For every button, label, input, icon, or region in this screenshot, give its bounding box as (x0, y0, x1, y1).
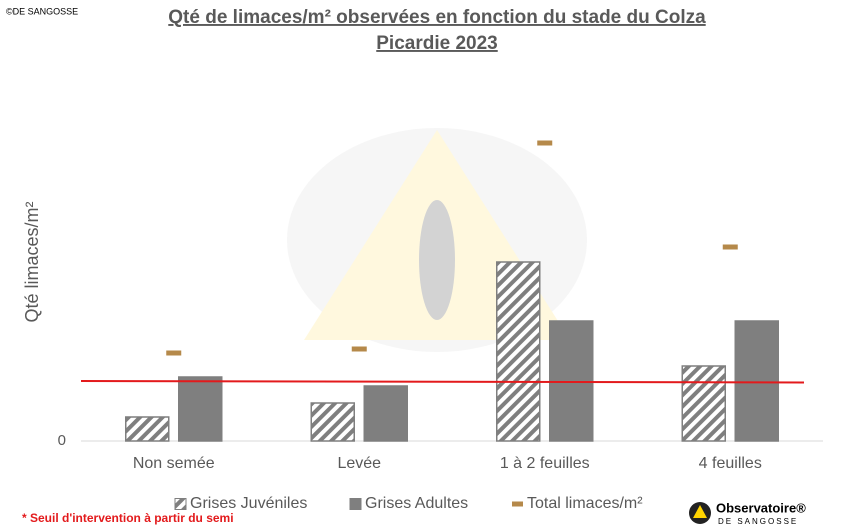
logo-name: Observatoire® (716, 500, 806, 515)
legend-label: Total limaces/m² (527, 495, 643, 512)
legend-label: Grises Juvéniles (190, 495, 307, 512)
legend-swatch (512, 501, 523, 507)
total-marker (722, 244, 738, 250)
legend-swatch (174, 498, 187, 510)
watermark (287, 128, 587, 352)
legend-label: Grises Adultes (365, 495, 468, 512)
bar (125, 416, 170, 442)
bar (363, 385, 408, 442)
chart-subtitle: Picardie 2023 (376, 33, 497, 54)
y-axis-label: Qté limaces/m² (22, 201, 42, 322)
logo-icon (693, 505, 707, 518)
x-tick-label: Non semée (133, 455, 215, 472)
legend-swatch (349, 498, 362, 510)
bar (310, 402, 355, 442)
x-tick-label: 1 à 2 feuilles (500, 455, 590, 472)
logo-brand: DE SANGOSSE (718, 517, 798, 526)
bar (734, 320, 779, 442)
footnote: * Seuil d'intervention à partir du semi (22, 511, 234, 525)
y-tick-label: 0 (58, 432, 66, 449)
copyright: ©DE SANGOSSE (6, 6, 78, 16)
total-marker (351, 346, 367, 352)
x-tick-label: 4 feuilles (699, 455, 762, 472)
total-marker (166, 350, 182, 356)
chart-title: Qté de limaces/m² observées en fonction … (168, 7, 706, 28)
bar (496, 261, 541, 442)
total-marker (537, 140, 553, 146)
bar (681, 365, 726, 442)
threshold-line (80, 380, 805, 384)
bar (178, 376, 223, 442)
x-tick-label: Levée (337, 455, 381, 472)
